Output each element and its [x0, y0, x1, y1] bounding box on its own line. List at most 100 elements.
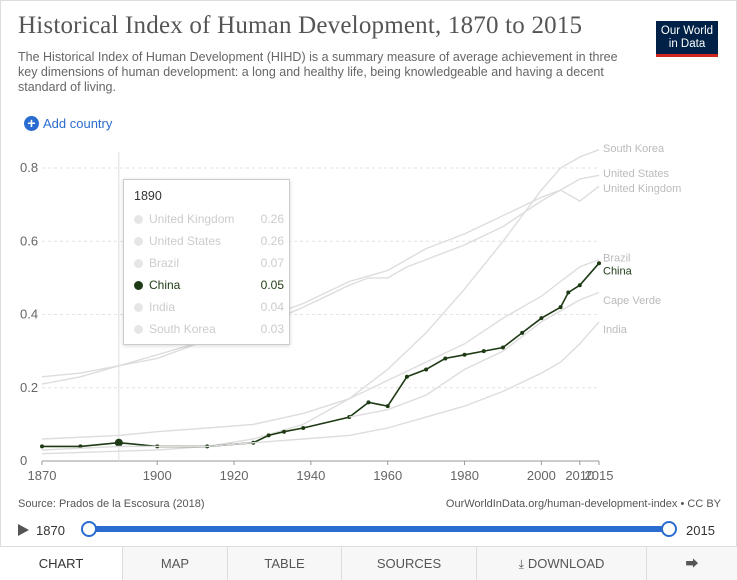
- tooltip-value: 0.04: [260, 300, 284, 314]
- y-tick-label: 0.4: [20, 307, 38, 322]
- owid-logo[interactable]: Our World in Data: [656, 21, 718, 57]
- data-point-china: [301, 426, 306, 431]
- x-tick-label: 2000: [527, 468, 556, 483]
- tooltip-value: 0.26: [260, 212, 284, 226]
- tooltip-value: 0.05: [260, 278, 284, 292]
- series-end-label: Brazil: [603, 252, 631, 264]
- tooltip-entity: South Korea: [149, 322, 216, 336]
- tab-bar: CHART MAP TABLE SOURCES ⤓ DOWNLOAD ⮕: [0, 546, 737, 580]
- x-tick-label: 1870: [28, 468, 57, 483]
- data-point-china: [366, 400, 371, 405]
- tooltip-entity: Brazil: [149, 256, 180, 270]
- share-icon: ⮕: [685, 556, 699, 571]
- tab-table[interactable]: TABLE: [228, 547, 342, 580]
- add-country-button[interactable]: + Add country: [24, 116, 112, 131]
- legend-dot-icon: [134, 324, 143, 334]
- legend-dot-icon: [134, 258, 143, 268]
- x-tick-label: 1960: [373, 468, 402, 483]
- data-point-china: [597, 261, 601, 266]
- series-end-label: United Kingdom: [603, 183, 681, 195]
- logo-line-1: Our World: [660, 25, 714, 37]
- tooltip-row-united-states: United States 0.26: [134, 233, 284, 249]
- y-tick-label: 0.6: [20, 233, 38, 248]
- play-icon[interactable]: [18, 524, 29, 536]
- data-point-china: [462, 352, 467, 357]
- logo-line-2: in Data: [668, 38, 706, 50]
- series-line-united-states: [41, 174, 600, 378]
- data-point-china: [566, 290, 571, 295]
- chart-title: Historical Index of Human Development, 1…: [18, 12, 583, 39]
- timeline-start-year: 1870: [36, 523, 65, 538]
- tooltip-row-brazil: Brazil 0.07: [134, 255, 284, 271]
- series-line-cape-verde: [349, 291, 600, 418]
- license-link[interactable]: OurWorldInData.org/human-development-ind…: [445, 498, 721, 510]
- chart-subtitle: The Historical Index of Human Developmen…: [18, 50, 618, 94]
- x-tick-label: 2010: [565, 468, 594, 483]
- tooltip-entity: United States: [149, 234, 222, 248]
- tooltip-entity: India: [149, 300, 176, 314]
- tooltip-entity: China: [149, 278, 181, 292]
- share-button[interactable]: ⮕: [647, 547, 737, 580]
- legend-dot-icon: [134, 236, 143, 246]
- series-end-label: South Korea: [603, 143, 665, 155]
- tooltip-row-south-korea: South Korea 0.03: [134, 321, 284, 337]
- x-tick-label: 1900: [143, 468, 172, 483]
- x-tick-label: 1920: [220, 468, 249, 483]
- series-line-united-kingdom: [41, 185, 600, 385]
- download-icon: ⤓: [518, 557, 524, 571]
- tab-download-label: DOWNLOAD: [527, 556, 605, 571]
- timeline: 1870 2015: [18, 519, 718, 541]
- tab-chart[interactable]: CHART: [0, 547, 123, 580]
- tooltip-row-india: India 0.04: [134, 299, 284, 315]
- tooltip-row-united-kingdom: United Kingdom 0.26: [134, 211, 284, 227]
- timeline-start-handle[interactable]: [81, 521, 97, 537]
- x-tick-label: 2015: [585, 468, 614, 483]
- data-point-china: [539, 316, 544, 321]
- chart-tooltip: 1890 United Kingdom 0.26 United States 0…: [123, 179, 290, 345]
- timeline-track[interactable]: [88, 526, 670, 532]
- plus-icon: +: [24, 116, 39, 131]
- add-country-label: Add country: [43, 116, 113, 131]
- tab-sources[interactable]: SOURCES: [342, 547, 477, 580]
- tooltip-entity: United Kingdom: [149, 212, 235, 226]
- data-point-china: [114, 438, 123, 447]
- y-tick-label: 0.2: [20, 380, 38, 395]
- data-point-china: [266, 433, 271, 438]
- tooltip-row-china: China 0.05: [134, 277, 284, 293]
- tab-download[interactable]: ⤓ DOWNLOAD: [477, 547, 647, 580]
- data-point-china: [78, 444, 83, 449]
- series-line-brazil: [41, 258, 600, 440]
- data-point-china: [500, 345, 505, 350]
- series-end-label: Cape Verde: [603, 295, 661, 307]
- timeline-end-year: 2015: [686, 523, 715, 538]
- data-point-china: [443, 356, 448, 361]
- data-point-china: [520, 330, 525, 335]
- line-chart[interactable]: 0 0.2 0.4 0.6 0.8 1870 1900 1920 1940 1960 1980 200…: [0, 140, 737, 485]
- tooltip-year: 1890: [134, 189, 162, 203]
- legend-dot-icon: [134, 302, 143, 312]
- series-line-india: [41, 321, 600, 451]
- data-point-china: [404, 374, 409, 379]
- x-tick-label: 1980: [450, 468, 479, 483]
- series-end-label: China: [603, 266, 633, 278]
- tooltip-value: 0.07: [260, 256, 284, 270]
- timeline-end-handle[interactable]: [661, 521, 677, 537]
- legend-dot-icon: [134, 214, 143, 224]
- data-point-china: [424, 367, 429, 372]
- tooltip-value: 0.03: [260, 322, 284, 336]
- y-tick-label: 0.8: [20, 160, 38, 175]
- series-end-label: India: [603, 324, 628, 336]
- series-end-label: United States: [603, 168, 670, 180]
- data-point-china: [385, 404, 390, 409]
- legend-dot-icon: [134, 280, 143, 290]
- data-point-china: [481, 349, 486, 354]
- source-note: Source: Prados de la Escosura (2018): [18, 498, 205, 510]
- tab-map[interactable]: MAP: [123, 547, 228, 580]
- y-tick-label: 0: [20, 453, 27, 468]
- data-point-china: [558, 305, 563, 310]
- x-tick-label: 1940: [296, 468, 325, 483]
- data-point-china: [282, 429, 287, 434]
- data-point-china: [577, 283, 582, 288]
- data-point-china: [40, 444, 44, 449]
- tooltip-value: 0.26: [260, 234, 284, 248]
